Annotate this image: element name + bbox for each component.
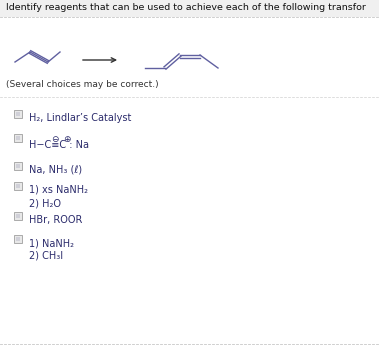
Bar: [14, 182, 22, 190]
Bar: [14, 235, 22, 243]
Bar: [14, 110, 22, 118]
Text: 1) NaNH₂: 1) NaNH₂: [29, 238, 74, 248]
Bar: [0, 0, 379, 17]
Text: Identify reagents that can be used to achieve each of the following transfor: Identify reagents that can be used to ac…: [6, 4, 366, 13]
Text: H−C≡C : Na: H−C≡C : Na: [29, 140, 89, 150]
Bar: [14, 162, 22, 170]
Text: (Several choices may be correct.): (Several choices may be correct.): [6, 80, 159, 89]
Bar: [14, 212, 22, 220]
Bar: [16, 237, 20, 241]
Text: ⊖: ⊖: [51, 135, 58, 144]
Bar: [16, 184, 20, 188]
Bar: [14, 134, 22, 142]
Text: Na, NH₃ (ℓ): Na, NH₃ (ℓ): [29, 165, 82, 175]
Bar: [16, 164, 20, 168]
Text: 1) xs NaNH₂: 1) xs NaNH₂: [29, 185, 88, 195]
Text: ⊕: ⊕: [63, 135, 70, 144]
Text: 2) CH₃I: 2) CH₃I: [29, 251, 63, 261]
Text: 2) H₂O: 2) H₂O: [29, 198, 61, 208]
Bar: [16, 214, 20, 218]
Bar: [16, 136, 20, 140]
Text: H₂, Lindlar’s Catalyst: H₂, Lindlar’s Catalyst: [29, 113, 132, 123]
Bar: [16, 112, 20, 116]
Text: HBr, ROOR: HBr, ROOR: [29, 215, 82, 225]
